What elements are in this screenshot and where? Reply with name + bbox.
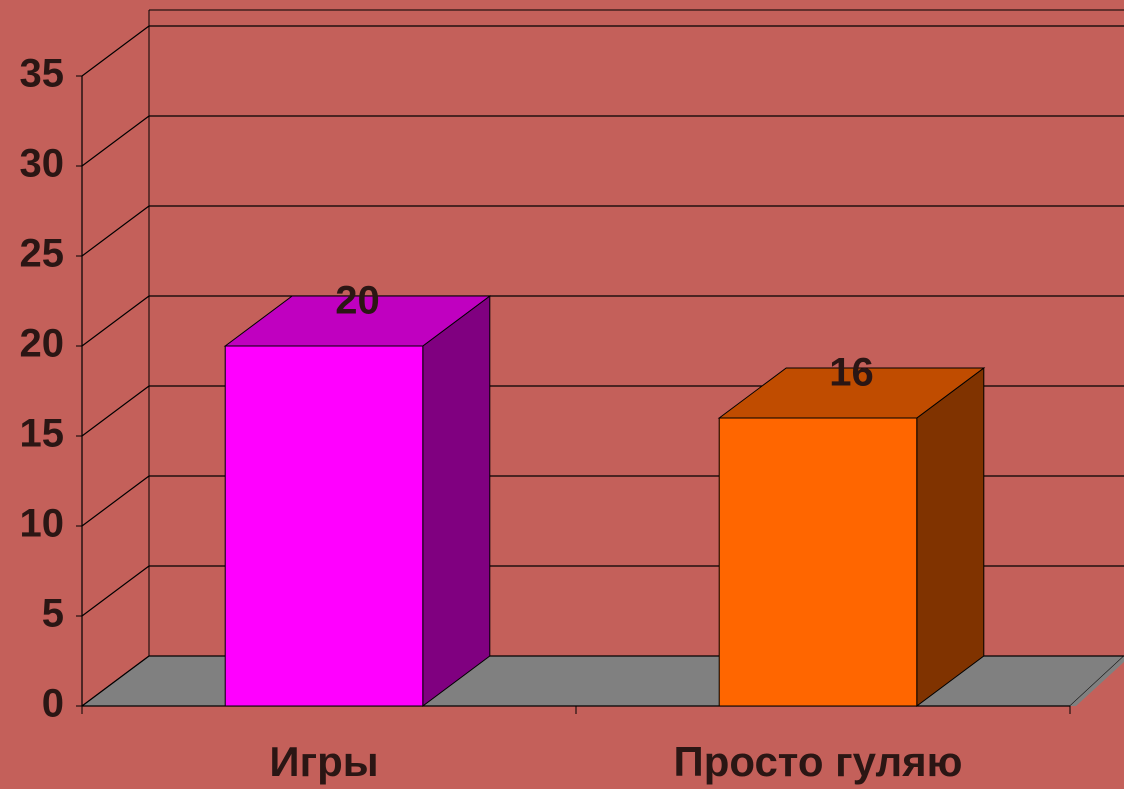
y-tick-label: 30 — [20, 142, 65, 186]
x-tick-label: Игры — [269, 738, 378, 785]
bar-side — [916, 367, 985, 707]
floor-right — [1070, 656, 1124, 706]
y-tick-label: 10 — [20, 502, 65, 546]
grid-line — [81, 115, 1124, 167]
grid-line — [81, 25, 1124, 77]
value-label: 16 — [829, 351, 874, 395]
y-tick-label: 35 — [20, 52, 65, 96]
y-tick-label: 15 — [20, 412, 65, 456]
bar — [224, 345, 424, 707]
y-tick-label: 0 — [42, 682, 64, 726]
bar-side — [422, 295, 491, 707]
value-label: 20 — [335, 279, 380, 323]
y-tick-label: 20 — [20, 322, 65, 366]
grid-line — [81, 295, 1124, 347]
y-tick-label: 25 — [20, 232, 65, 276]
x-tick-label: Просто гуляю — [674, 738, 963, 785]
bar — [718, 417, 918, 707]
grid-line — [81, 205, 1124, 257]
y-tick-label: 5 — [42, 592, 64, 636]
